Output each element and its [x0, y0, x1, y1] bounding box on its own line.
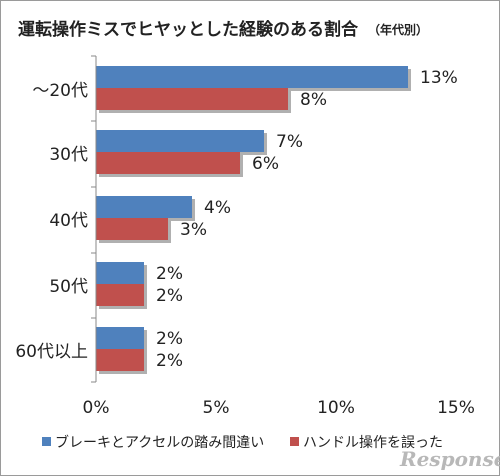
bar-brake-accel-3	[96, 262, 144, 284]
chart-subtitle: （年代別）	[368, 22, 428, 37]
data-label: 2%	[156, 264, 183, 284]
legend-swatch	[42, 437, 51, 446]
x-tick-label: 10%	[317, 398, 355, 418]
category-label: 50代	[49, 277, 88, 297]
bar-brake-accel-0	[96, 66, 408, 88]
bar-steering-2	[96, 218, 168, 240]
plot-area: 13%8%～20代7%6%30代4%3%40代2%2%50代2%2%60代以上0…	[15, 55, 475, 418]
legend-label: ハンドル操作を誤った	[303, 435, 443, 451]
data-label: 7%	[276, 132, 303, 152]
bar-steering-4	[96, 349, 144, 371]
data-label: 13%	[420, 68, 458, 88]
x-tick-label: 15%	[437, 398, 475, 418]
bar-steering-3	[96, 284, 144, 306]
watermark-text: Response.	[399, 447, 500, 471]
x-tick-label: 5%	[203, 398, 230, 418]
category-label: ～20代	[32, 81, 88, 101]
bar-steering-0	[96, 88, 288, 110]
data-label: 2%	[156, 329, 183, 349]
chart-title: 運転操作ミスでヒヤッとした経験のある割合	[18, 19, 359, 40]
data-label: 4%	[204, 198, 231, 218]
category-label: 40代	[49, 211, 88, 231]
data-label: 3%	[180, 220, 207, 240]
bar-steering-1	[96, 152, 240, 174]
legend: ブレーキとアクセルの踏み間違い ハンドル操作を誤った	[42, 434, 443, 451]
x-tick-label: 0%	[83, 398, 110, 418]
legend-label: ブレーキとアクセルの踏み間違い	[55, 434, 264, 451]
data-label: 2%	[156, 351, 183, 371]
category-label: 30代	[49, 145, 88, 165]
data-label: 8%	[300, 90, 327, 110]
legend-swatch	[290, 437, 299, 446]
data-label: 2%	[156, 286, 183, 306]
bar-brake-accel-1	[96, 130, 264, 152]
bar-brake-accel-2	[96, 196, 192, 218]
category-label: 60代以上	[15, 342, 88, 362]
bar-brake-accel-4	[96, 327, 144, 349]
data-label: 6%	[252, 154, 279, 174]
